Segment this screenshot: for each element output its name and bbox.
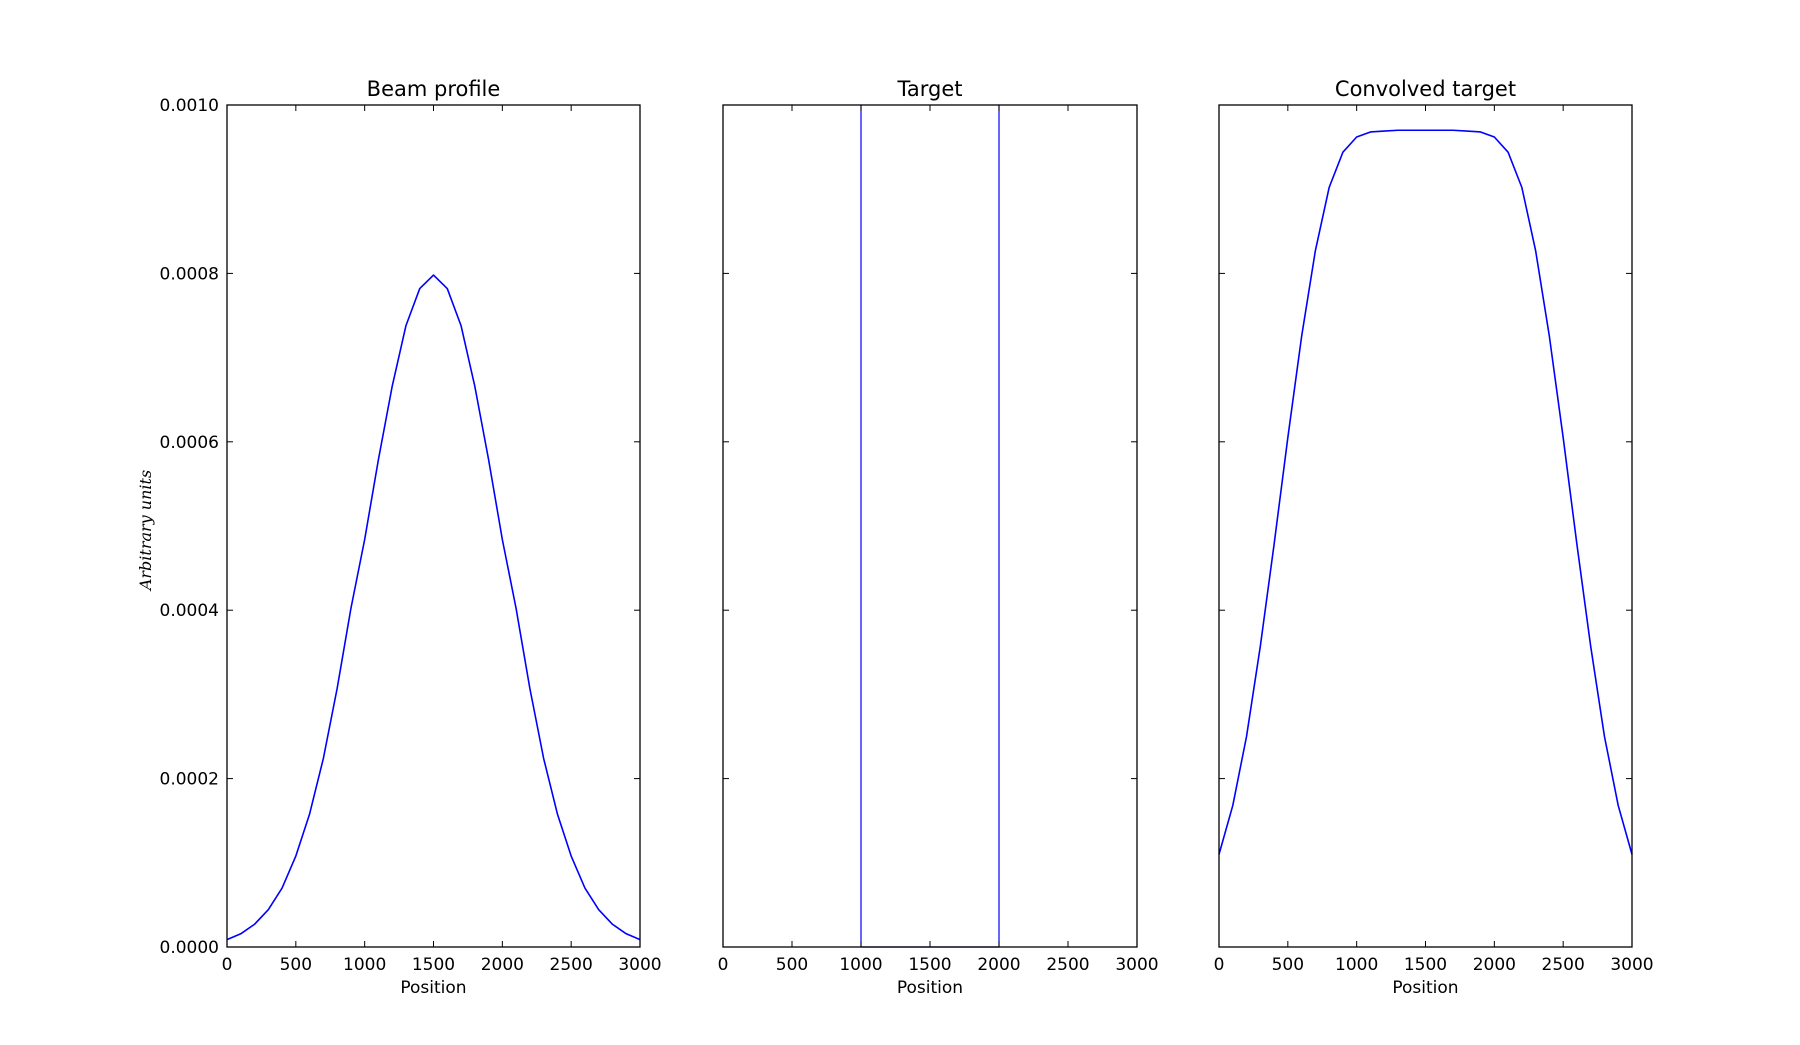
- x-tick-label: 2500: [1542, 955, 1585, 975]
- chart-title: Beam profile: [367, 77, 501, 101]
- chart-panel-2: 0 500 1000 1500 2000 2500 3000 Target Position: [718, 77, 1159, 998]
- y-tick-label: 0.0006: [160, 433, 219, 453]
- x-tick-label: 2000: [1473, 955, 1516, 975]
- y-tick-label: 0.0002: [160, 770, 219, 790]
- x-tick-label: 0: [222, 955, 233, 975]
- series-line-1: [1218, 129, 1633, 855]
- x-axis-label: Position: [1392, 978, 1458, 998]
- x-axis-label: Position: [897, 978, 963, 998]
- x-tick-label: 1500: [908, 955, 951, 975]
- x-tick-label: 2500: [550, 955, 593, 975]
- x-tick-label: 0: [1214, 955, 1225, 975]
- x-tick-label: 1000: [839, 955, 882, 975]
- x-tick-label: 1500: [1404, 955, 1447, 975]
- x-tick-label: 2500: [1046, 955, 1089, 975]
- x-tick-label: 2000: [481, 955, 524, 975]
- x-tick-label: 1000: [343, 955, 386, 975]
- x-tick-label: 1500: [412, 955, 455, 975]
- x-tick-label: 2000: [977, 955, 1020, 975]
- x-tick-label: 0: [718, 955, 729, 975]
- x-tick-label: 3000: [1610, 955, 1653, 975]
- chart-panel-3: 0 500 1000 1500 2000 2500 3000 Convolved target…: [1214, 77, 1654, 998]
- series-line-1: [226, 274, 641, 941]
- x-tick-label: 3000: [1115, 955, 1158, 975]
- y-tick-label: 0.0010: [160, 96, 219, 116]
- x-tick-label: 500: [1272, 955, 1304, 975]
- x-tick-label: 500: [776, 955, 808, 975]
- y-axis-label: Arbitrary units: [136, 470, 155, 592]
- x-tick-label: 1000: [1335, 955, 1378, 975]
- chart-root: 0 500 1000 1500 2000 2500 3000 0.0000 0.0002 0.00…: [160, 77, 1654, 998]
- x-axis-label: Position: [400, 978, 466, 998]
- y-tick-label: 0.0004: [160, 601, 219, 621]
- chart-title: Target: [897, 77, 963, 101]
- chart-panel-1: 0 500 1000 1500 2000 2500 3000 0.0000 0.0002 0.00…: [160, 77, 662, 998]
- x-tick-label: 500: [280, 955, 312, 975]
- y-tick-label: 0.0000: [160, 938, 219, 958]
- chart-title: Convolved target: [1335, 77, 1516, 101]
- y-tick-label: 0.0008: [160, 264, 219, 284]
- x-tick-label: 3000: [618, 955, 661, 975]
